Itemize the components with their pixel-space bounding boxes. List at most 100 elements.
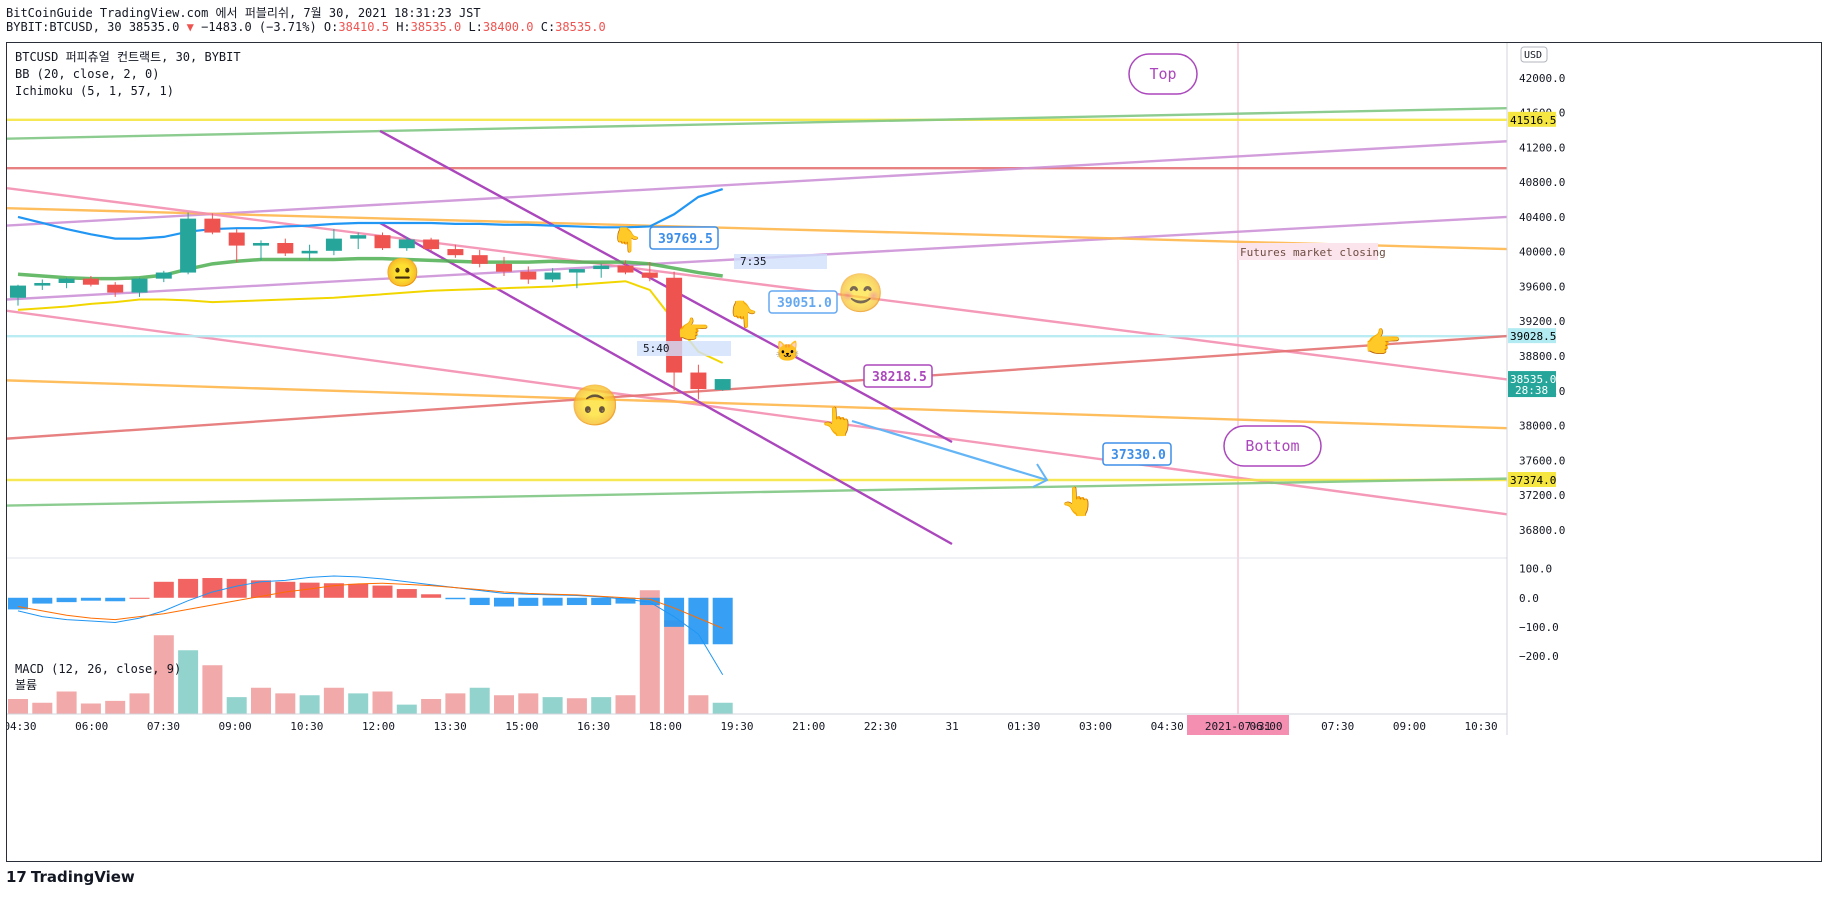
price-tick-label: 42000.0 — [1519, 72, 1565, 85]
low-label: L: — [468, 20, 483, 34]
annotations-layer: 39769.5 39051.0 38218.5 37330.0 Top Bottom 7:3… — [385, 53, 1401, 518]
volume-bar — [712, 702, 733, 714]
volume-bar — [226, 697, 247, 714]
time-tick-label: 03:00 — [1079, 720, 1112, 733]
macd-histogram-bar — [591, 597, 612, 606]
time-tick-label: 07:30 — [1321, 720, 1354, 733]
trend-line-6 — [7, 187, 1508, 381]
volume-bar — [469, 687, 490, 714]
macd-histogram-bar — [251, 580, 271, 598]
volume-bar — [421, 699, 442, 714]
macd-tick-label: 0.0 — [1519, 592, 1539, 605]
open-label: O: — [323, 20, 339, 34]
tradingview-logo[interactable]: 17 TradingView — [6, 868, 135, 886]
macd-histogram-bar — [323, 583, 344, 598]
candle-body — [253, 242, 269, 246]
macd-tick-label: 100.0 — [1519, 563, 1552, 576]
candle-body — [423, 239, 440, 250]
candle-body — [34, 282, 51, 286]
macd-histogram-bar — [445, 597, 466, 600]
time-tick-label: 12:00 — [362, 720, 395, 733]
price-tick-label: 39200.0 — [1519, 315, 1565, 328]
volume-bar — [542, 697, 563, 714]
time-tick-label: 04:30 — [7, 720, 37, 733]
time-tick-label-highlighted: 2021-07-31 — [1205, 720, 1271, 733]
volume-bar — [348, 693, 369, 714]
price-badge — [1508, 111, 1556, 127]
time-box-735 — [734, 254, 827, 269]
time-tick-label: 07:30 — [147, 720, 180, 733]
legend-volume: 볼륨 — [15, 678, 38, 692]
low-value: 38400.0 — [482, 20, 534, 34]
price-tick-label: 38800.0 — [1519, 350, 1565, 363]
main-legend: BTCUSD 퍼피츄얼 컨트랙트, 30, BYBIT BB (20, clos… — [15, 49, 241, 100]
volume-bar — [202, 665, 223, 714]
volume-bar — [299, 695, 320, 714]
candle-body — [10, 285, 26, 298]
trend-line-9 — [7, 379, 1508, 430]
high-value: 38535.0 — [410, 20, 462, 34]
macd-histogram-bar — [469, 597, 490, 606]
macd-histogram-bar — [129, 597, 150, 599]
price-badge-label: 39028.5 — [1510, 330, 1556, 343]
macd-histogram-bar — [153, 581, 174, 598]
top-callout-bubble — [1128, 53, 1198, 95]
legend-macd: MACD (12, 26, close, 9) — [15, 662, 182, 676]
arrow-line — [851, 419, 1048, 482]
price-badge — [1508, 328, 1556, 344]
macd-histogram-bar — [105, 597, 126, 602]
legend-title: BTCUSD 퍼피츄얼 컨트랙트, 30, BYBIT — [15, 50, 241, 64]
volume-bar — [56, 691, 77, 714]
pointing-right-icon: 👉 — [677, 316, 709, 346]
bottom-callout-label: Bottom — [1245, 437, 1299, 455]
trend-line-3 — [7, 140, 1508, 227]
legend-bb: BB (20, close, 2, 0) — [15, 67, 160, 81]
currency-badge — [1520, 46, 1548, 63]
candle-body — [520, 271, 537, 280]
smiling-face-icon: 😊 — [837, 271, 884, 315]
candle-body — [568, 269, 585, 273]
macd-histogram-bar — [226, 578, 247, 598]
candle-body — [690, 372, 707, 390]
macd-line — [17, 575, 724, 676]
price-badge-label: 37374.0 — [1510, 474, 1556, 487]
channel-line-upper — [379, 129, 953, 444]
macd-tick-label: −100.0 — [1519, 621, 1559, 634]
chart-frame[interactable]: 39769.5 39051.0 38218.5 37330.0 Top Bottom 7:3… — [6, 42, 1822, 862]
pointing-up-icon-2: 👆 — [1060, 485, 1095, 518]
time-tick-label: 31 — [945, 720, 958, 733]
candle-body — [58, 278, 75, 283]
chart-canvas[interactable]: 39769.5 39051.0 38218.5 37330.0 Top Bottom 7:3… — [7, 43, 1821, 861]
tradingview-logo-text: TradingView — [30, 868, 135, 886]
time-tick-label: 09:00 — [1393, 720, 1426, 733]
trend-line-5 — [7, 207, 1508, 251]
candle-body — [107, 284, 124, 293]
price-note-39051-label: 39051.0 — [777, 296, 832, 311]
price-tick-label: 40000.0 — [1519, 246, 1565, 259]
trend-line-10 — [7, 334, 1508, 440]
price-note-37330-box — [1102, 442, 1172, 466]
macd-histogram-bar — [615, 597, 636, 604]
price-badge-label: 38535.0 — [1510, 373, 1556, 386]
macd-histogram-bar — [275, 581, 296, 598]
header-line-1: BitCoinGuide TradingView.com 에서 퍼블리쉬, 7월… — [6, 4, 481, 21]
candle-body — [131, 278, 148, 293]
note-futures-label: Futures market closing — [1240, 246, 1386, 259]
change-text: −1483.0 (−3.71%) — [201, 20, 317, 34]
pointing-right-icon-2: 👉 — [1364, 326, 1401, 361]
volume-bar — [32, 702, 53, 714]
note-futures-box — [1238, 243, 1378, 260]
time-highlight-badge — [1187, 715, 1289, 735]
time-tick-label: 16:30 — [577, 720, 610, 733]
time-tick-label: 04:30 — [1151, 720, 1184, 733]
price-tick-label: 36800.0 — [1519, 524, 1565, 537]
price-tick-label: 37600.0 — [1519, 454, 1565, 467]
time-tick-label: 19:30 — [720, 720, 753, 733]
candle-body — [496, 263, 512, 272]
close-value: 38535.0 — [555, 20, 606, 34]
pointing-up-icon: 👆 — [820, 405, 855, 438]
candle-body — [325, 238, 342, 251]
macd-tick-label: −200.0 — [1519, 650, 1559, 663]
candle-body — [228, 232, 245, 246]
macd-histogram-bar — [518, 597, 539, 606]
